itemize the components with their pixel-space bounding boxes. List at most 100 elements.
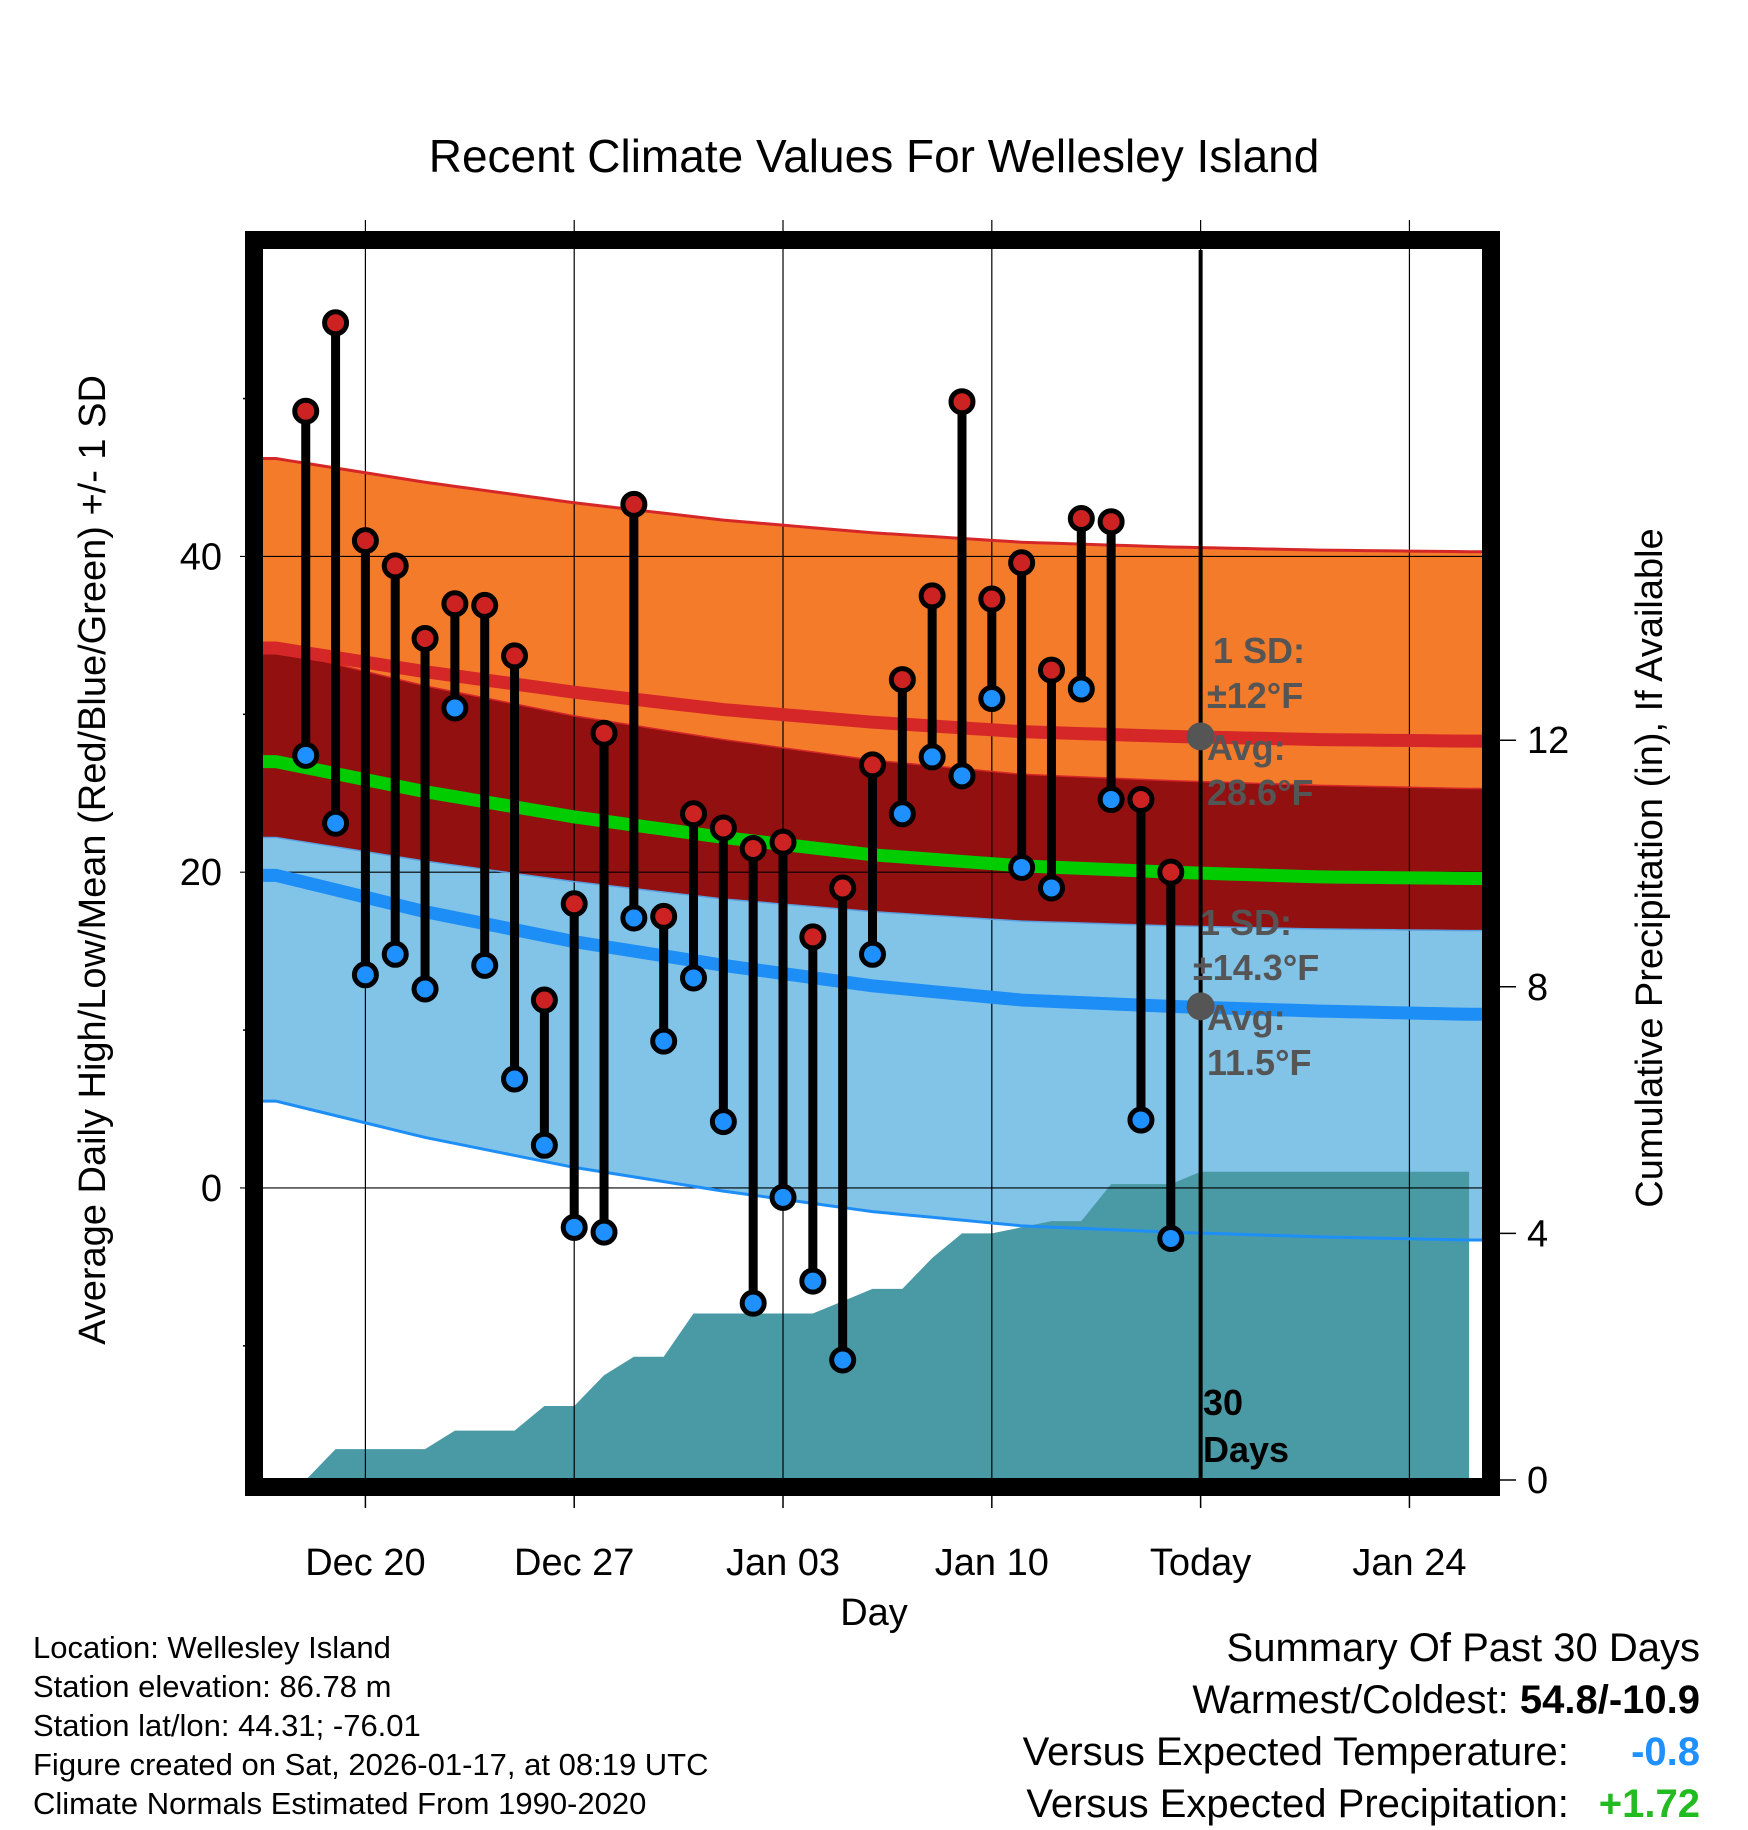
daily-high-point (1097, 508, 1125, 536)
daily-high-point (918, 582, 946, 610)
x-tick-label: Dec 20 (305, 1542, 425, 1584)
station-info: Location: Wellesley Island Station eleva… (33, 1628, 709, 1823)
low-sd-label: 1 SD: (1200, 902, 1292, 943)
y-tick-label: 40 (180, 536, 222, 578)
low-avg-value: 11.5°F (1207, 1042, 1311, 1083)
y2-axis-label: Cumulative Precipitation (in), If Availa… (1629, 528, 1671, 1207)
summary-panel: Summary Of Past 30 Days Warmest/Coldest:… (1023, 1622, 1700, 1830)
daily-low-point (441, 694, 469, 722)
daily-high-point (1008, 549, 1036, 577)
daily-low-point (501, 1065, 529, 1093)
summary-warm-cold: Warmest/Coldest: 54.8/-10.9 (1023, 1674, 1700, 1726)
daily-low-point (829, 1346, 857, 1374)
daily-high-point (978, 585, 1006, 613)
daily-high-point (709, 814, 737, 842)
summary-title: Summary Of Past 30 Days (1226, 1626, 1700, 1670)
high-sd-upper-line (261, 457, 1484, 554)
x-tick-label: Today (1150, 1542, 1251, 1584)
low-avg-line (261, 868, 1484, 1021)
daily-low-point (292, 741, 320, 769)
daily-low-point (859, 940, 886, 968)
low-avg-marker (1186, 992, 1215, 1021)
daily-low-point (650, 1027, 678, 1055)
daily-low-point (1157, 1224, 1185, 1252)
x-tick-label: Jan 03 (726, 1542, 840, 1584)
plot-frame (245, 231, 1500, 1496)
daily-high-point (441, 590, 469, 618)
x-tick-label: Dec 27 (514, 1542, 634, 1584)
precip-label: Versus Expected Precipitation: (1026, 1782, 1569, 1826)
daily-low-point (769, 1183, 797, 1211)
daily-high-point (381, 552, 409, 580)
daily-high-point (471, 591, 499, 619)
daily-low-point (590, 1218, 618, 1246)
days-word-label: Days (1203, 1429, 1289, 1470)
high-avg-marker (1186, 722, 1215, 751)
high-sd-label: 1 SD: (1213, 630, 1305, 671)
daily-high-point (411, 625, 439, 653)
daily-low-point (739, 1289, 767, 1317)
high-avg-value: 28.6°F (1207, 772, 1313, 813)
created-text: Figure created on Sat, 2026-01-17, at 08… (33, 1747, 709, 1782)
low-avg-label: Avg: (1207, 997, 1286, 1038)
x-axis-label: Day (840, 1592, 908, 1634)
daily-high-point (351, 527, 379, 555)
location-text: Location: Wellesley Island (33, 1630, 391, 1665)
daily-high-point (859, 751, 886, 779)
daily-low-point (1127, 1106, 1155, 1134)
daily-low-point (1067, 675, 1095, 703)
daily-high-point (680, 800, 708, 828)
daily-high-point (739, 835, 767, 863)
daily-low-point (530, 1131, 558, 1159)
daily-high-point (948, 388, 976, 416)
chart-title: Recent Climate Values For Wellesley Isla… (429, 130, 1320, 182)
daily-low-point (471, 951, 499, 979)
summary-temp: Versus Expected Temperature: -0.8 (1023, 1726, 1700, 1778)
days-count-label: 30 (1203, 1382, 1243, 1423)
daily-high-point (829, 874, 857, 902)
y2-tick-label: 0 (1527, 1460, 1548, 1502)
y2-tick-label: 8 (1527, 967, 1548, 1009)
daily-high-point (560, 890, 588, 918)
daily-high-point (1067, 505, 1095, 533)
daily-low-point (799, 1267, 827, 1295)
high-avg-label: Avg: (1207, 727, 1286, 768)
daily-low-point (322, 809, 350, 837)
warm-cold-label: Warmest/Coldest: (1192, 1678, 1509, 1722)
daily-low-point (1008, 853, 1036, 881)
y-axis-label: Average Daily High/Low/Mean (Red/Blue/Gr… (72, 375, 114, 1345)
daily-high-point (1127, 786, 1155, 814)
y-tick-label: 0 (201, 1168, 222, 1210)
x-tick-label: Jan 24 (1352, 1542, 1466, 1584)
daily-high-point (769, 828, 797, 856)
temp-label: Versus Expected Temperature: (1022, 1730, 1569, 1774)
y2-tick-label: 12 (1527, 720, 1569, 762)
x-tick-label: Jan 10 (935, 1542, 1049, 1584)
y-tick-label: 20 (180, 852, 222, 894)
latlon-text: Station lat/lon: 44.31; -76.01 (33, 1708, 421, 1743)
daily-high-point (292, 397, 320, 425)
daily-low-point (560, 1213, 588, 1241)
daily-high-point (590, 719, 618, 747)
daily-low-point (381, 940, 409, 968)
daily-low-point (948, 762, 976, 790)
daily-low-point (978, 685, 1006, 713)
daily-high-point (501, 642, 529, 670)
daily-low-point (888, 800, 916, 828)
daily-high-point (650, 902, 678, 930)
daily-low-point (680, 964, 708, 992)
temp-value: -0.8 (1631, 1730, 1700, 1774)
daily-high-point (888, 666, 916, 694)
low-sd-value: ±14.3°F (1193, 947, 1319, 988)
precip-value: +1.72 (1598, 1782, 1700, 1826)
daily-low-point (709, 1108, 737, 1136)
daily-high-point (530, 986, 558, 1014)
precip-area (275, 1171, 1470, 1480)
daily-low-point (1097, 786, 1125, 814)
summary-precip: Versus Expected Precipitation: +1.72 (1023, 1778, 1700, 1830)
elevation-text: Station elevation: 86.78 m (33, 1669, 392, 1704)
daily-low-point (351, 961, 379, 989)
daily-high-point (322, 309, 350, 337)
daily-low-point (620, 904, 648, 932)
